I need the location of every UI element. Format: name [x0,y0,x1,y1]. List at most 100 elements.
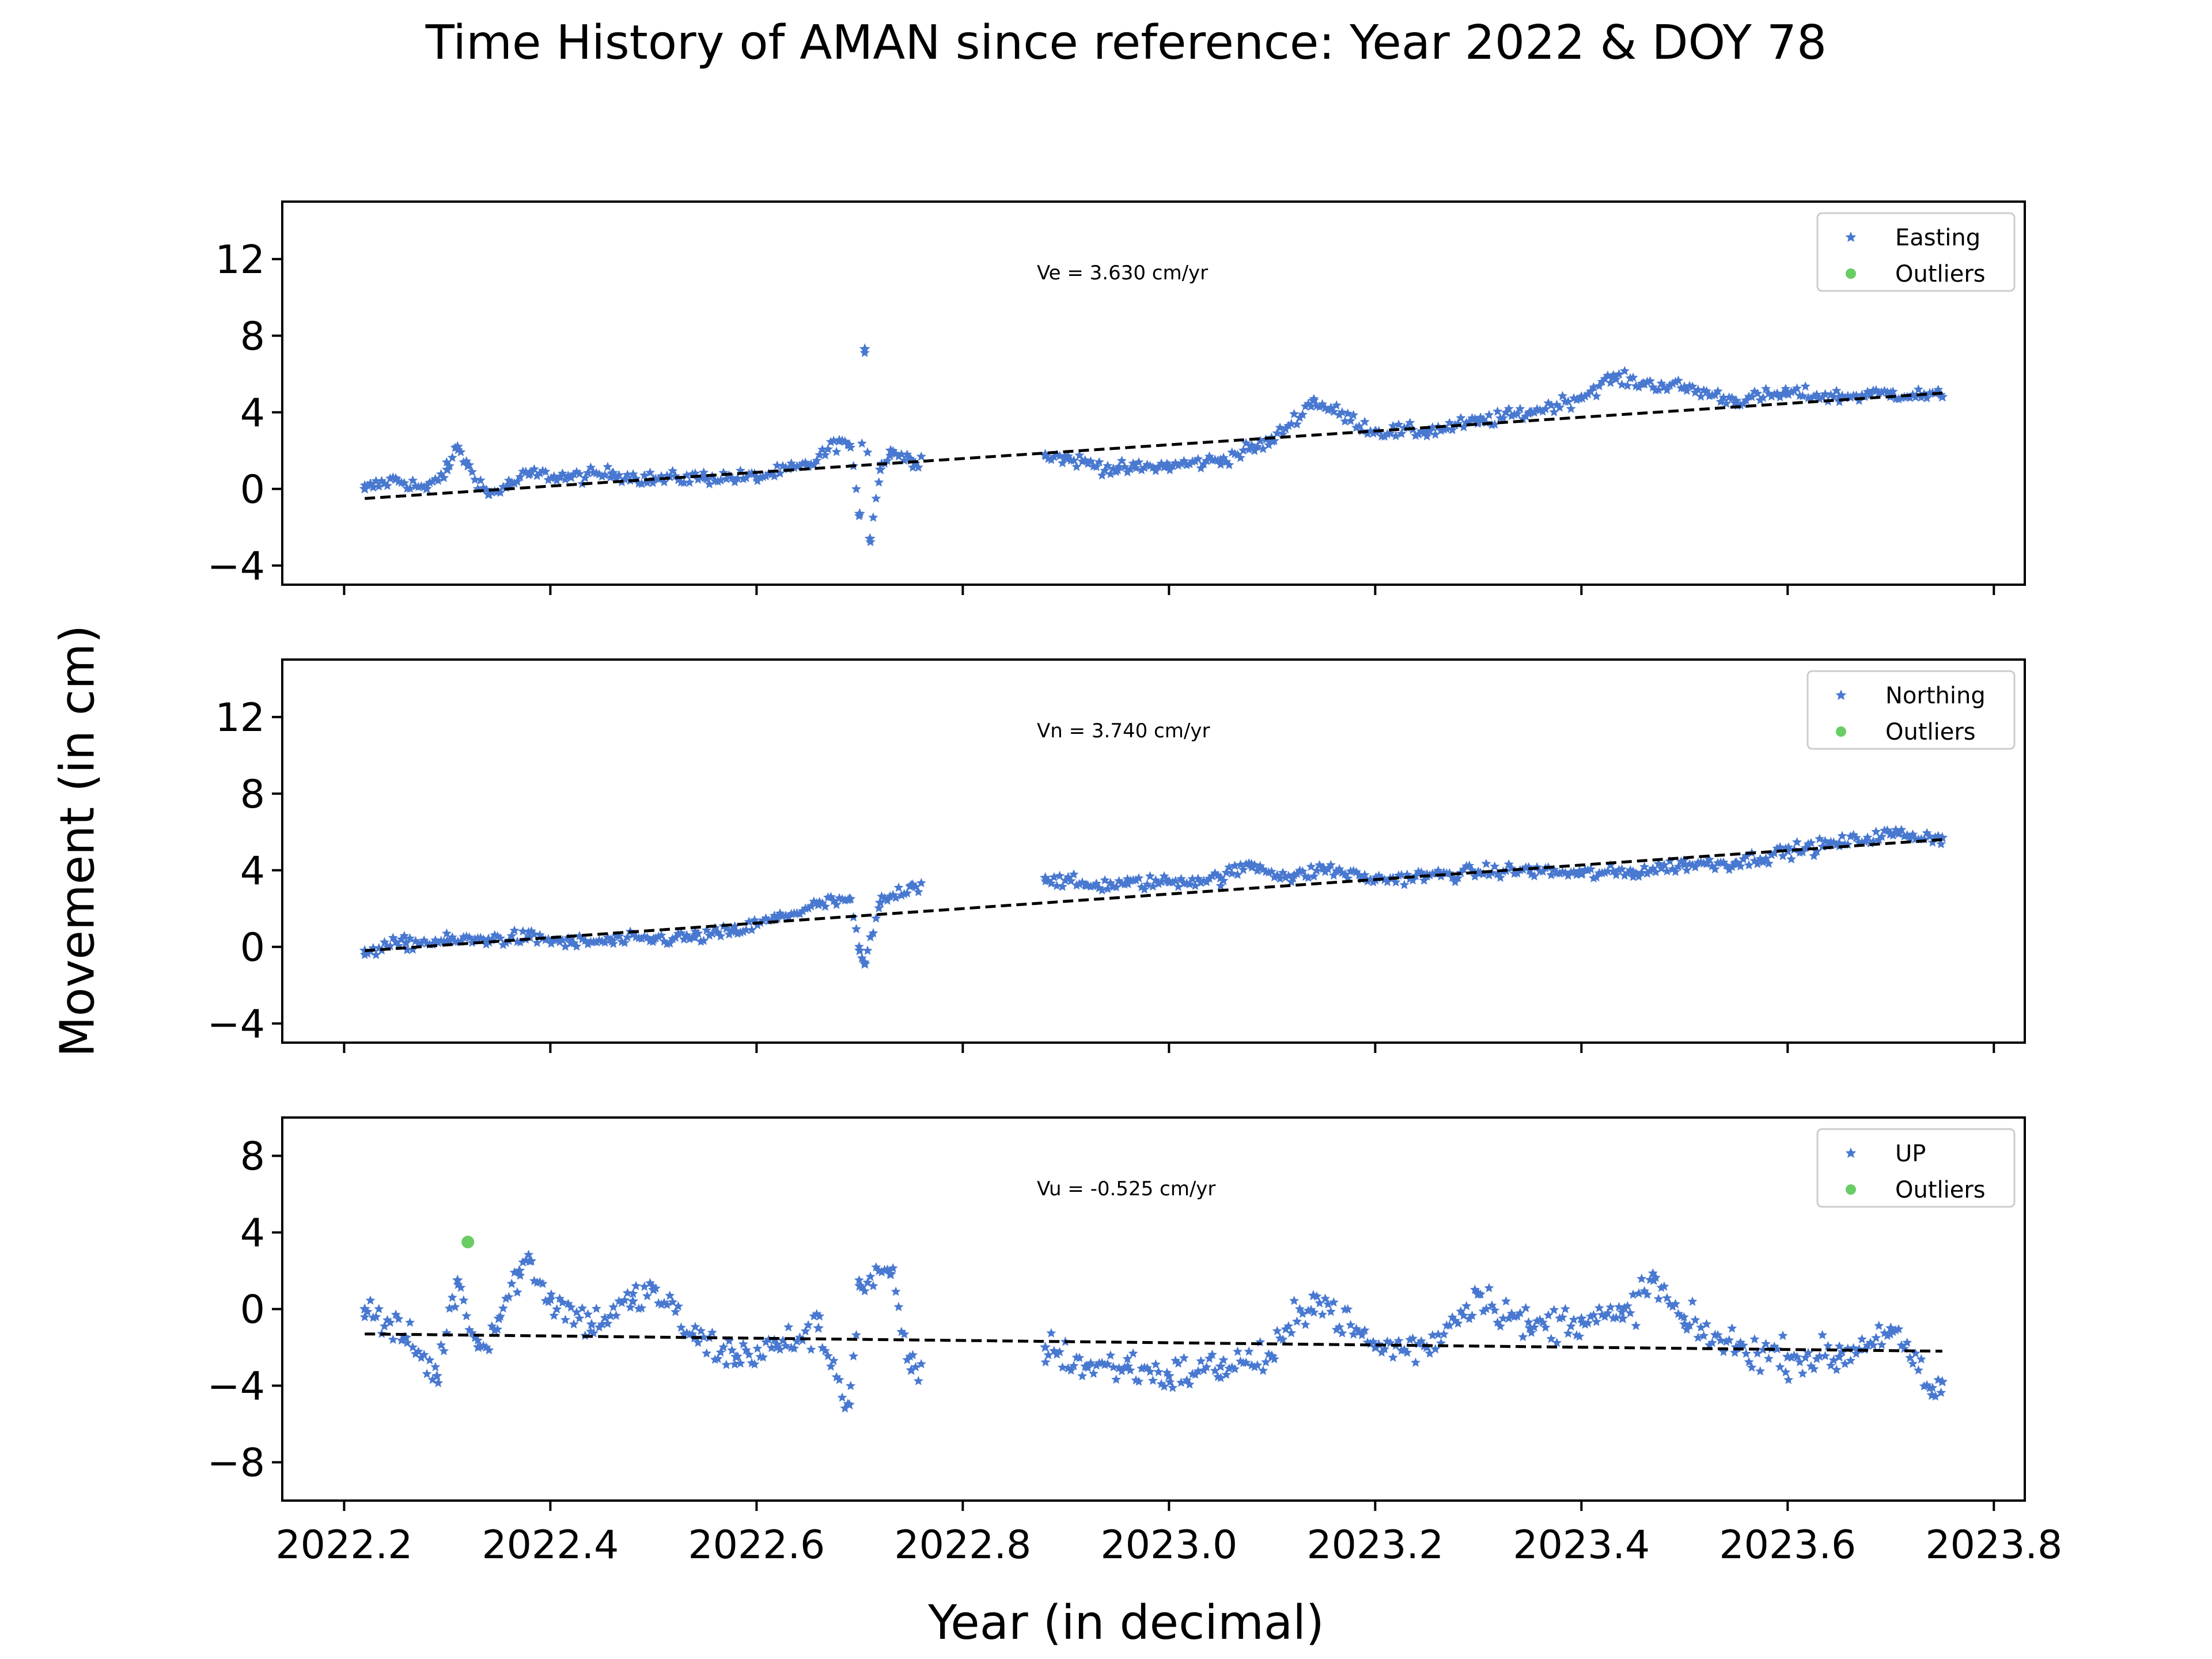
data-point [1173,460,1184,470]
data-point [1512,868,1522,878]
data-point [1702,1319,1712,1328]
data-point [718,467,729,478]
data-point [1696,391,1706,401]
data-point [1679,381,1690,392]
data-point [475,475,486,485]
data-point [544,1293,556,1304]
data-point [1707,1338,1717,1347]
data-point [1752,858,1763,869]
data-point [509,478,520,488]
data-point [1380,431,1390,441]
data-point [512,476,522,486]
data-point [1422,431,1432,441]
data-point [1791,383,1802,393]
data-point [1498,412,1508,423]
data-point [1710,389,1720,400]
data-point [1741,850,1751,861]
data-point [1116,456,1127,465]
data-point [1204,1353,1214,1363]
data-point [902,888,912,897]
data-point [1605,377,1616,387]
data-point [619,1295,630,1305]
data-point [506,930,517,941]
data-point [402,1338,412,1347]
data-point [1885,1322,1896,1333]
data-point [1738,399,1748,408]
data-point [1430,1344,1441,1354]
y-tick-label: 4 [240,849,265,894]
data-point [837,1392,847,1402]
data-point [1566,403,1576,414]
legend-label-data: UP [1895,1141,1926,1167]
data-point [1800,381,1810,391]
data-point [1049,872,1059,882]
data-point [1896,393,1907,403]
data-point [1518,1332,1528,1342]
data-point [1453,873,1463,882]
data-point [727,1345,737,1355]
data-point [699,471,711,482]
legend-marker-outliers [1836,726,1846,737]
velocity-label: Vu = -0.525 cm/yr [1037,1177,1215,1200]
data-point [1704,391,1714,400]
data-point [515,937,525,946]
data-point [1097,470,1107,480]
legend: Easting Outliers [1816,212,2016,292]
data-point [1642,868,1653,878]
data-point [1484,410,1494,419]
data-point [1840,1358,1850,1368]
data-point [493,1313,505,1324]
data-point [438,1346,449,1355]
data-point [659,476,669,487]
data-point [1187,874,1198,884]
data-point [668,934,678,944]
data-point [1828,391,1839,402]
data-point [1303,1305,1313,1315]
data-point [461,1310,472,1320]
data-point [1297,409,1308,419]
data-point [456,446,466,457]
data-point [1913,384,1923,394]
data-point [1724,1335,1734,1344]
data-point [546,938,556,948]
data-point [1046,1328,1056,1338]
data-point [1874,1320,1884,1331]
y-tick-label: −4 [207,544,265,589]
data-point [851,923,861,934]
data-point [1410,1357,1421,1367]
data-point [619,937,630,947]
data-point [1933,831,1944,840]
data-point [1668,1301,1678,1311]
data-point [662,1300,672,1309]
data-point [1179,1353,1189,1362]
data-point [490,1325,500,1335]
data-point [1362,429,1373,438]
data-point [1557,1312,1567,1322]
data-point [1524,1317,1534,1327]
data-point [1571,395,1582,404]
data-point [1108,1362,1119,1372]
data-point [515,1270,525,1280]
data-point [1524,406,1536,417]
data-point [1396,870,1407,880]
data-point [1600,867,1610,877]
data-point [1766,391,1777,401]
data-point [1823,1340,1833,1350]
data-point [603,461,613,471]
data-point [1721,398,1732,408]
data-point [825,1361,836,1371]
data-point [1137,465,1147,475]
data-point [1074,878,1085,889]
data-point [673,1301,684,1311]
data-point [467,937,478,947]
data-point [1433,865,1444,875]
data-point [871,493,881,503]
data-point [481,939,491,949]
data-point [1493,406,1503,416]
data-point [1877,831,1887,841]
data-point [738,926,748,936]
data-point [1619,366,1630,376]
data-point [1134,1376,1144,1386]
data-point [571,467,582,476]
data-point [359,1312,370,1321]
